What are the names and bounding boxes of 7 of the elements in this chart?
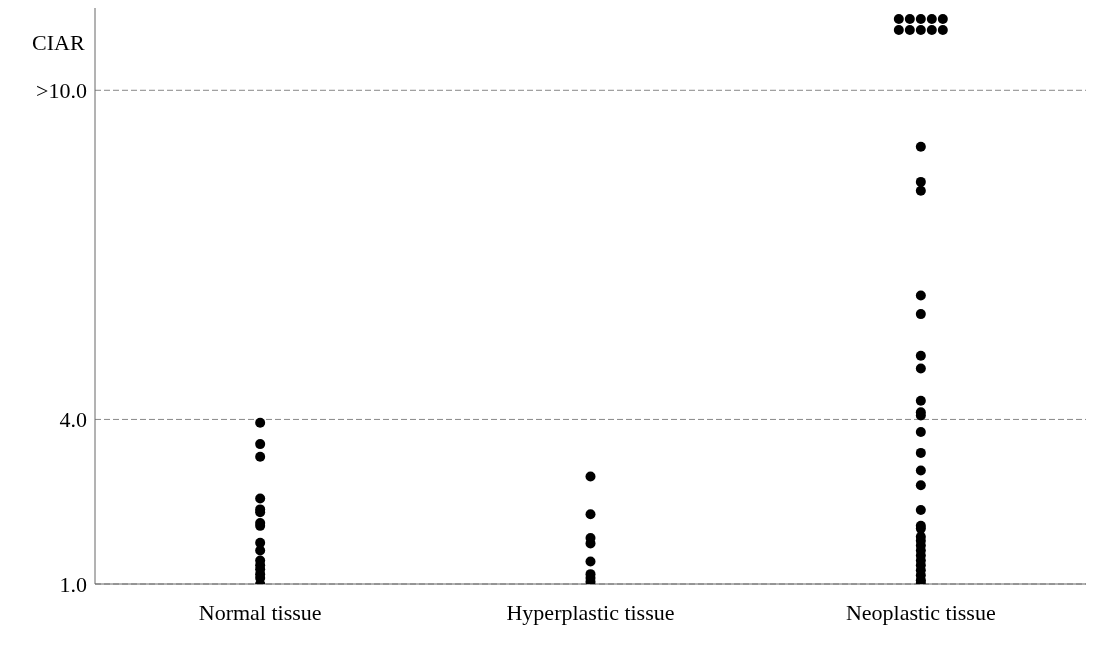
y-axis-title: CIAR [32,30,85,56]
x-tick-label: Normal tissue [198,599,322,625]
y-tick-label: >10.0 [36,78,87,104]
y-tick-label: 4.0 [59,407,87,433]
x-tick-label: Neoplastic tissue [845,599,996,625]
y-tick-label: 1.0 [59,571,87,597]
x-tick-label: Hyperplastic tissue [506,599,675,625]
